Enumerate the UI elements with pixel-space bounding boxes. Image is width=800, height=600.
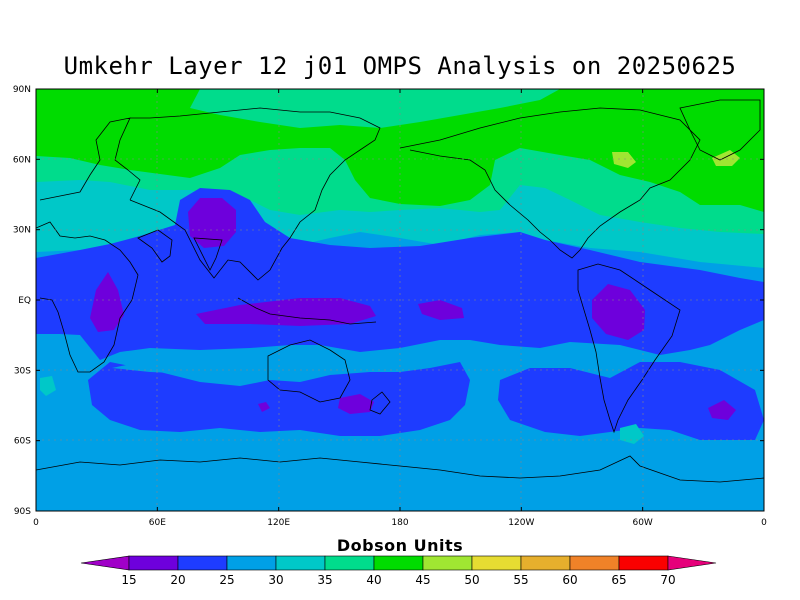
colorbar-swatch	[275, 555, 326, 571]
colorbar-label: 60	[562, 573, 577, 587]
lon-axis: 0 60E 120E 180 120W 60W 0	[33, 518, 767, 528]
field-20-f	[338, 394, 374, 414]
colorbar-label: 65	[611, 573, 626, 587]
colorbar-label: 15	[121, 573, 136, 587]
colorbar-label: 35	[317, 573, 332, 587]
colorbar-swatch	[324, 555, 375, 571]
lat-axis: 90N 60N 30N EQ 30S 60S 90S	[13, 85, 31, 517]
field-30-south	[36, 440, 764, 511]
colorbar-swatch	[422, 555, 473, 571]
colorbar-swatch	[226, 555, 277, 571]
coast-south-america	[577, 263, 681, 434]
field-50a	[612, 152, 636, 168]
field-50b	[712, 150, 740, 166]
coast-asia	[129, 107, 381, 281]
colorbar-swatch	[618, 555, 669, 571]
lat-label: 90N	[13, 85, 31, 95]
colorbar-label: 45	[415, 573, 430, 587]
field-25-s1	[88, 362, 470, 436]
coastlines	[36, 99, 764, 483]
colorbar-label: 40	[366, 573, 381, 587]
field-20-g	[708, 400, 736, 420]
field-20-a	[188, 198, 236, 248]
coast-antarctica	[36, 455, 764, 483]
lat-label: 60N	[13, 155, 31, 165]
lat-label: 60S	[14, 437, 31, 447]
lon-label: 0	[33, 518, 39, 528]
map-title: Umkehr Layer 12 j01 OMPS Analysis on 202…	[63, 52, 737, 80]
lat-label: 90S	[14, 507, 31, 517]
field-20-c	[196, 298, 376, 326]
colorbar-label: 50	[464, 573, 479, 587]
field-35-af	[40, 376, 56, 396]
colorbar-swatch	[569, 555, 620, 571]
colorbar-label: 20	[170, 573, 185, 587]
coast-greenland	[679, 99, 761, 161]
field-30-s	[112, 358, 380, 376]
coast-india	[193, 237, 223, 271]
colorbar-label: 30	[268, 573, 283, 587]
colorbar-min-arrow	[80, 555, 130, 571]
graticule	[36, 89, 764, 511]
lon-label: 60E	[149, 518, 166, 528]
field-20-h	[258, 402, 270, 412]
coast-europe	[39, 117, 141, 201]
lat-label: 30S	[14, 366, 31, 376]
colorbar-swatch	[520, 555, 571, 571]
colorbar-swatch	[177, 555, 228, 571]
coast-australia	[267, 339, 351, 403]
lon-label: 180	[391, 518, 408, 528]
field-25-s2	[498, 362, 764, 450]
colorbar-label: 55	[513, 573, 528, 587]
colorbar-title: Dobson Units	[336, 536, 464, 555]
field-35-sa	[620, 424, 644, 444]
lon-label: 0	[761, 518, 767, 528]
coast-nz	[369, 391, 391, 415]
colorbar-swatch	[471, 555, 522, 571]
ticks	[35, 88, 765, 512]
lat-label: EQ	[18, 296, 31, 306]
lat-label: 30N	[13, 226, 31, 236]
colorbar-max-arrow	[667, 555, 717, 571]
lon-label: 60W	[632, 518, 652, 528]
lon-label: 120E	[267, 518, 290, 528]
field-20-b	[90, 272, 124, 332]
coast-africa	[36, 221, 139, 373]
colorbar-label: 70	[660, 573, 675, 587]
colorbar-swatch	[128, 555, 179, 571]
field-20-d	[418, 300, 464, 320]
field-40b	[190, 89, 560, 128]
colorbar-label: 25	[219, 573, 234, 587]
colorbar-swatch	[373, 555, 424, 571]
lon-label: 120W	[508, 518, 534, 528]
colorbar: 15 20 25 30 35 40 45 50 55 60 65 70	[80, 555, 717, 587]
coast-north-america	[399, 107, 701, 259]
coast-indonesia	[237, 297, 377, 325]
field-20-e	[592, 284, 645, 340]
